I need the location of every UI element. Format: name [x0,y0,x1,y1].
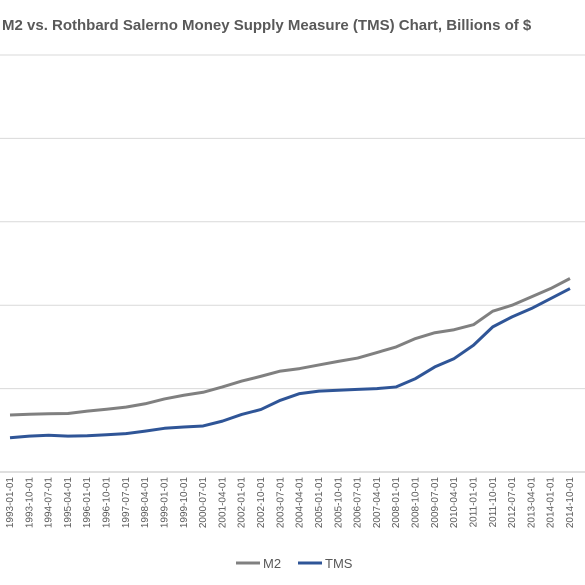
legend-label: TMS [325,556,353,571]
x-tick-label: 2002-01-01 [237,477,248,529]
x-tick-label: 2008-10-01 [411,477,422,529]
x-tick-label: 2005-01-01 [314,477,325,529]
chart-title: M2 vs. Rothbard Salerno Money Supply Mea… [2,17,532,34]
x-tick-label: 1995-04-01 [63,477,74,529]
x-tick-label: 2013-04-01 [526,477,537,529]
series-line [9,277,571,417]
x-tick-label: 2006-07-01 [353,477,364,529]
x-tick-label: 1996-01-01 [82,477,93,529]
legend-label: M2 [263,556,281,571]
x-tick-label: 1999-01-01 [159,477,170,529]
x-tick-label: 1998-04-01 [140,477,151,529]
x-tick-label: 2011-01-01 [468,477,479,528]
x-tick-label: 2005-10-01 [333,477,344,529]
x-tick-label: 2004-04-01 [295,477,306,529]
x-tick-label: 2003-07-01 [275,477,286,529]
x-tick-label: 2014-01-01 [546,477,557,529]
x-tick-label: 2011-10-01 [488,477,499,528]
x-tick-label: 2010-04-01 [449,477,460,529]
x-tick-label: 2012-07-01 [507,477,518,529]
x-tick-label: 2014-10-01 [565,477,576,529]
x-tick-label: 1997-07-01 [121,477,132,529]
x-tick-label: 1993-01-01 [5,477,16,529]
x-tick-label: 1996-10-01 [102,477,113,529]
x-tick-label: 2008-01-01 [391,477,402,529]
x-tick-label: 2002-10-01 [256,477,267,529]
x-tick-label: 2000-07-01 [198,477,209,529]
x-tick-label: 1994-07-01 [44,477,55,529]
x-tick-label: 1993-10-01 [24,477,35,529]
x-tick-label: 1999-10-01 [179,477,190,529]
x-tick-label: 2007-04-01 [372,477,383,529]
series-line [9,287,571,440]
x-tick-label: 2009-07-01 [430,477,441,529]
x-tick-label: 2001-04-01 [217,477,228,529]
